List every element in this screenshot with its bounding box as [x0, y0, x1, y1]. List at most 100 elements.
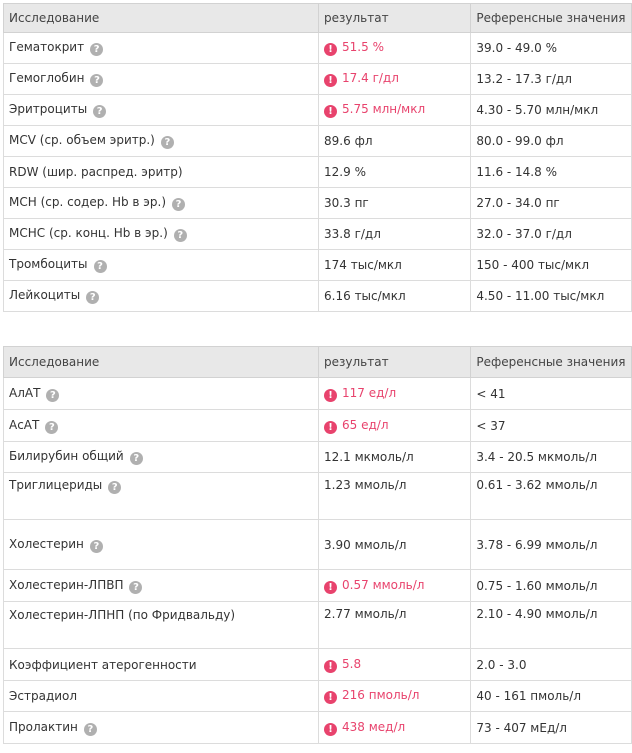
test-name-cell: MCV (ср. объем эритр.)?	[2, 125, 320, 157]
test-name-cell: Тромбоциты?	[2, 249, 320, 281]
result-cell: 12.9 %	[318, 156, 472, 188]
result-cell: ! 51.5 %	[318, 32, 472, 64]
help-icon[interactable]: ?	[90, 74, 104, 87]
result-cell: ! 0.57 ммоль/л	[318, 569, 472, 602]
help-icon[interactable]: ?	[90, 43, 104, 56]
result-value: 17.4 г/дл	[342, 71, 399, 85]
reference-cell: 13.2 - 17.3 г/дл	[470, 63, 632, 95]
result-value: 438 мед/л	[342, 719, 406, 734]
reference-cell: 80.0 - 99.0 фл	[470, 125, 632, 157]
reference-cell: 4.30 - 5.70 млн/мкл	[470, 94, 632, 126]
result-cell: 174 тыс/мкл	[318, 249, 472, 281]
test-name: Коэффициент атерогенности	[9, 657, 197, 672]
test-name: Тромбоциты	[9, 257, 88, 271]
test-name: Холестерин	[9, 536, 84, 551]
table-row: АсАТ? ! 65 ед/л < 37	[2, 409, 632, 442]
test-name-cell: АсАТ?	[2, 409, 320, 442]
help-icon[interactable]: ?	[89, 539, 103, 553]
test-name: Гемоглобин	[9, 71, 85, 85]
table-row: MCV (ср. объем эритр.)? 89.6 фл 80.0 - 9…	[2, 125, 632, 157]
reference-cell: 32.0 - 37.0 г/дл	[470, 218, 632, 250]
alert-icon: !	[324, 420, 338, 434]
test-name-cell: Эритроциты?	[2, 94, 320, 126]
help-icon[interactable]: ?	[173, 229, 187, 242]
help-icon[interactable]: ?	[172, 198, 186, 211]
help-icon[interactable]: ?	[129, 452, 143, 465]
help-icon[interactable]: ?	[83, 722, 97, 736]
table-row: Коэффициент атерогенности ! 5.8 2.0 - 3.0	[2, 648, 632, 681]
table-row: Холестерин-ЛПНП (по Фридвальду) 2.77 ммо…	[2, 601, 632, 649]
alert-icon: !	[324, 691, 338, 704]
test-name-cell: Лейкоциты?	[2, 280, 320, 312]
result-cell: ! 65 ед/л	[318, 409, 472, 442]
result-value: 0.57 ммоль/л	[342, 577, 425, 592]
reference-cell: 27.0 - 34.0 пг	[470, 187, 632, 219]
table-row: MCHC (ср. конц. Hb в эр.)? 33.8 г/дл 32.…	[2, 218, 632, 250]
help-icon[interactable]: ?	[86, 291, 100, 304]
test-name: Гематокрит	[9, 40, 85, 54]
column-header-result: результат	[318, 346, 472, 378]
table-row: Билирубин общий? 12.1 мкмоль/л 3.4 - 20.…	[2, 441, 632, 473]
alert-icon: !	[324, 105, 338, 118]
help-icon[interactable]: ?	[45, 420, 59, 434]
reference-cell: 0.75 - 1.60 ммоль/л	[470, 569, 632, 602]
test-name-cell: Триглицериды?	[2, 472, 320, 520]
reference-cell: 11.6 - 14.8 %	[470, 156, 632, 188]
reference-cell: 2.0 - 3.0	[470, 648, 632, 681]
blood-count-table: Исследование результат Референсные значе…	[2, 3, 632, 312]
result-cell: 30.3 пг	[318, 187, 472, 219]
test-name-cell: Холестерин?	[2, 519, 320, 570]
help-icon[interactable]: ?	[108, 481, 122, 494]
test-name-cell: Холестерин-ЛПВП?	[2, 569, 320, 602]
result-cell: 3.90 ммоль/л	[318, 519, 472, 570]
result-cell: ! 117 ед/л	[318, 377, 472, 410]
reference-cell: 150 - 400 тыс/мкл	[470, 249, 632, 281]
result-value: 5.8	[342, 656, 362, 671]
alert-icon: !	[324, 580, 338, 594]
test-name-cell: MCH (ср. содер. Hb в эр.)?	[2, 187, 320, 219]
test-name: MCV (ср. объем эритр.)	[9, 133, 155, 147]
test-name-cell: Гематокрит?	[2, 32, 320, 64]
result-value: 117 ед/л	[342, 385, 397, 400]
table-row: Эритроциты? ! 5.75 млн/мкл 4.30 - 5.70 мл…	[2, 94, 632, 126]
result-cell: 89.6 фл	[318, 125, 472, 157]
test-name: АсАТ	[9, 417, 40, 432]
result-cell: 6.16 тыс/мкл	[318, 280, 472, 312]
table-header-row: Исследование результат Референсные значе…	[2, 3, 632, 33]
test-name: Лейкоциты	[9, 288, 81, 302]
help-icon[interactable]: ?	[93, 260, 107, 273]
result-cell: ! 17.4 г/дл	[318, 63, 472, 95]
table-row: Гематокрит? ! 51.5 % 39.0 - 49.0 %	[2, 32, 632, 64]
test-name: MCH (ср. содер. Hb в эр.)	[9, 195, 167, 209]
table-row: Тромбоциты? 174 тыс/мкл 150 - 400 тыс/мк…	[2, 249, 632, 281]
column-header-reference: Референсные значения	[470, 346, 632, 378]
result-value: 65 ед/л	[342, 417, 389, 432]
test-name-cell: Гемоглобин?	[2, 63, 320, 95]
table-row: Эстрадиол ! 216 пмоль/л 40 - 161 пмоль/л	[2, 680, 632, 712]
reference-cell: 4.50 - 11.00 тыс/мкл	[470, 280, 632, 312]
table-row: RDW (шир. распред. эритр) 12.9 % 11.6 - …	[2, 156, 632, 188]
help-icon[interactable]: ?	[129, 580, 143, 594]
table-row: Пролактин? ! 438 мед/л 73 - 407 мЕд/л	[2, 711, 632, 744]
test-name: Билирубин общий	[9, 449, 124, 463]
reference-cell: 40 - 161 пмоль/л	[470, 680, 632, 712]
result-cell: ! 438 мед/л	[318, 711, 472, 744]
test-name-cell: MCHC (ср. конц. Hb в эр.)?	[2, 218, 320, 250]
help-icon[interactable]: ?	[160, 136, 174, 149]
test-name: MCHC (ср. конц. Hb в эр.)	[9, 226, 168, 240]
test-name-cell: АлАТ?	[2, 377, 320, 410]
help-icon[interactable]: ?	[46, 388, 60, 402]
result-value: 216 пмоль/л	[342, 688, 420, 702]
help-icon[interactable]: ?	[93, 105, 107, 118]
test-name-cell: Холестерин-ЛПНП (по Фридвальду)	[2, 601, 320, 649]
result-cell: 33.8 г/дл	[318, 218, 472, 250]
test-name: RDW (шир. распред. эритр)	[9, 165, 183, 179]
table-row: Гемоглобин? ! 17.4 г/дл 13.2 - 17.3 г/дл	[2, 63, 632, 95]
table-row: MCH (ср. содер. Hb в эр.)? 30.3 пг 27.0 …	[2, 187, 632, 219]
table-row: Лейкоциты? 6.16 тыс/мкл 4.50 - 11.00 тыс…	[2, 280, 632, 312]
test-name-cell: RDW (шир. распред. эритр)	[2, 156, 320, 188]
test-name: Эстрадиол	[9, 689, 78, 703]
alert-icon: !	[324, 722, 338, 736]
result-cell: ! 5.8	[318, 648, 472, 681]
result-value: 5.75 млн/мкл	[342, 102, 426, 116]
